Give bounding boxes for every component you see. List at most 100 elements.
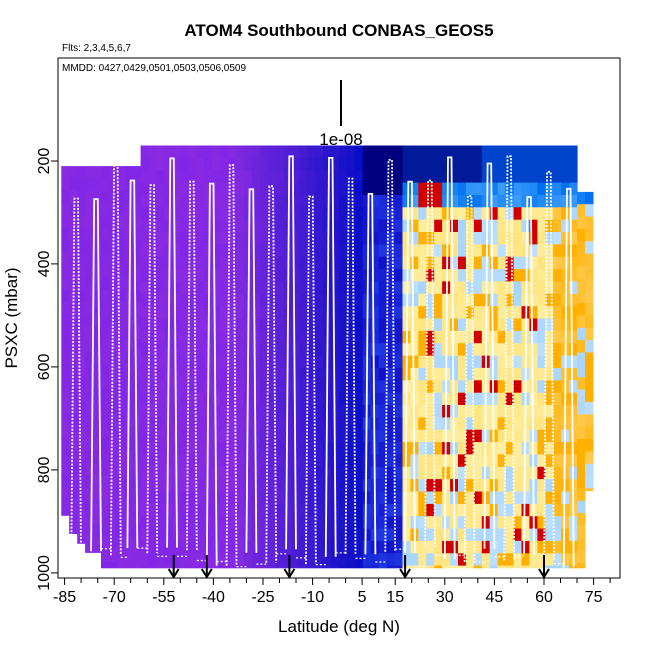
heatmap-cell: [116, 351, 126, 365]
heatmap-cell: [362, 503, 372, 517]
heatmap-cell: [220, 392, 229, 406]
heatmap-cell: [346, 355, 356, 369]
heatmap-cell: [505, 466, 515, 480]
heatmap-cell: [124, 462, 134, 476]
heatmap-cell: [410, 269, 419, 283]
heatmap-cell: [465, 232, 475, 245]
heatmap-cell: [259, 405, 269, 418]
heatmap-cell: [426, 195, 435, 208]
heatmap-cell: [227, 145, 237, 159]
heatmap-cell: [267, 318, 277, 332]
heatmap-cell: [450, 157, 459, 171]
heatmap-cell: [585, 488, 594, 492]
heatmap-cell: [267, 479, 277, 493]
heatmap-cell: [204, 157, 213, 171]
heatmap-cell: [132, 203, 142, 217]
heatmap-cell: [307, 540, 316, 554]
heatmap-cell: [458, 392, 467, 406]
heatmap-cell: [61, 376, 70, 390]
heatmap-cell: [537, 503, 546, 517]
heatmap-cell: [521, 491, 530, 505]
heatmap-cell: [212, 207, 221, 221]
heatmap-cell: [434, 553, 443, 567]
heatmap-cell: [370, 330, 380, 344]
heatmap-cell: [172, 145, 181, 159]
heatmap-cell: [188, 269, 197, 283]
dates-label: MMDD: 0427,0429,0501,0503,0506,0509: [62, 63, 246, 74]
heatmap-cell: [156, 207, 165, 221]
heatmap-cell: [148, 503, 158, 517]
heatmap-cell: [101, 462, 110, 476]
heatmap-cell: [426, 306, 435, 320]
heatmap-cell: [394, 516, 403, 530]
heatmap-cell: [354, 157, 364, 171]
heatmap-cell: [148, 219, 158, 233]
heatmap-cell: [196, 380, 205, 394]
heatmap-cell: [481, 157, 491, 171]
heatmap-cell: [108, 487, 118, 501]
heatmap-cell: [116, 450, 126, 464]
heatmap-cell: [465, 380, 475, 394]
heatmap-cell: [220, 540, 229, 554]
heatmap-cell: [521, 195, 530, 208]
heatmap-cell: [116, 413, 126, 427]
y-tick-label: 400: [36, 250, 53, 277]
heatmap-cell: [275, 516, 284, 530]
heatmap-cell: [497, 367, 507, 381]
heatmap-cell: [61, 289, 70, 303]
heatmap-cell: [450, 170, 459, 184]
heatmap-cell: [124, 190, 134, 204]
heatmap-cell: [378, 343, 388, 357]
heatmap-cell: [529, 392, 538, 406]
heatmap-cell: [124, 203, 134, 217]
heatmap-cell: [172, 269, 181, 283]
heatmap-cell: [537, 281, 546, 295]
heatmap-cell: [386, 170, 396, 184]
heatmap-cell: [85, 351, 94, 365]
heatmap-cell: [537, 170, 546, 184]
heatmap-cell: [212, 157, 221, 171]
heatmap-cell: [315, 528, 324, 542]
heatmap-cell: [378, 207, 388, 221]
heatmap-cell: [132, 265, 142, 278]
heatmap-cell: [243, 207, 253, 221]
heatmap-cell: [434, 392, 443, 406]
heatmap-cell: [180, 269, 189, 283]
heatmap-cell: [148, 442, 158, 456]
heatmap-cell: [489, 306, 499, 320]
heatmap-cell: [235, 454, 245, 468]
heatmap-cell: [354, 528, 364, 542]
heatmap-cell: [434, 355, 443, 369]
heatmap-cell: [497, 306, 507, 320]
heatmap-cell: [307, 516, 316, 530]
heatmap-cell: [188, 306, 197, 320]
heatmap-cell: [85, 425, 94, 439]
heatmap-cell: [331, 367, 340, 381]
heatmap-cell: [291, 256, 300, 270]
heatmap-cell: [148, 195, 158, 208]
heatmap-cell: [497, 429, 507, 443]
heatmap-cell: [505, 157, 515, 171]
heatmap-cell: [188, 503, 197, 517]
heatmap-cell: [323, 528, 332, 542]
heatmap-cell: [235, 207, 245, 221]
heatmap-cell: [140, 318, 150, 332]
heatmap-cell: [505, 565, 515, 569]
heatmap-cell: [243, 565, 253, 569]
heatmap-cell: [259, 565, 269, 569]
heatmap-cell: [291, 195, 300, 208]
heatmap-cell: [394, 318, 403, 332]
heatmap-cell: [299, 553, 308, 567]
heatmap-cell: [434, 330, 443, 344]
heatmap-cell: [521, 540, 530, 554]
heatmap-cell: [77, 339, 86, 353]
heatmap-cell: [220, 306, 229, 320]
heatmap-cell: [140, 145, 150, 159]
heatmap-cell: [553, 565, 562, 569]
heatmap-cell: [275, 380, 284, 394]
heatmap-cell: [275, 528, 284, 542]
heatmap-cell: [331, 244, 340, 258]
heatmap-cell: [156, 343, 165, 357]
heatmap-cell: [465, 293, 475, 307]
heatmap-cell: [227, 355, 237, 369]
